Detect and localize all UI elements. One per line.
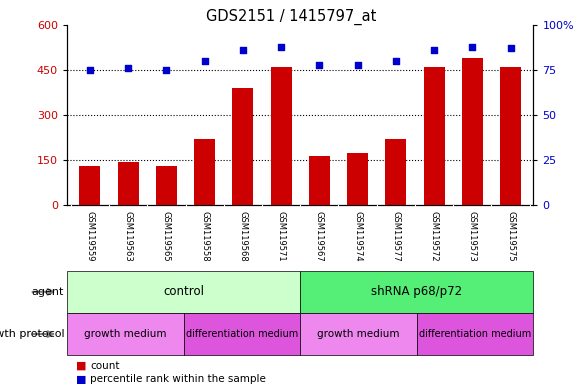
Text: ■: ■	[76, 361, 86, 371]
Text: GSM119573: GSM119573	[468, 211, 477, 262]
Text: differentiation medium: differentiation medium	[419, 329, 531, 339]
Text: GSM119567: GSM119567	[315, 211, 324, 262]
Bar	[500, 67, 521, 205]
Bar	[233, 88, 254, 205]
Point	[353, 61, 362, 68]
Text: growth protocol: growth protocol	[0, 329, 64, 339]
Bar	[156, 166, 177, 205]
Text: GSM119574: GSM119574	[353, 211, 362, 261]
Bar	[417, 313, 533, 355]
Text: growth medium: growth medium	[317, 329, 400, 339]
Bar	[184, 313, 300, 355]
Text: GSM119571: GSM119571	[276, 211, 286, 261]
Bar	[462, 58, 483, 205]
Bar	[385, 139, 406, 205]
Point	[161, 67, 171, 73]
Bar	[79, 166, 100, 205]
Point	[430, 47, 439, 53]
Bar	[271, 67, 292, 205]
Point	[506, 45, 515, 51]
Bar	[300, 313, 417, 355]
Bar	[300, 271, 533, 313]
Point	[315, 61, 324, 68]
Text: ■: ■	[76, 374, 86, 384]
Text: GSM119565: GSM119565	[162, 211, 171, 261]
Text: GSM119558: GSM119558	[200, 211, 209, 261]
Point	[468, 43, 477, 50]
Text: differentiation medium: differentiation medium	[186, 329, 298, 339]
Point	[276, 43, 286, 50]
Bar	[309, 156, 330, 205]
Point	[85, 67, 94, 73]
Point	[238, 47, 248, 53]
Point	[124, 65, 133, 71]
Text: GSM119568: GSM119568	[238, 211, 247, 262]
Text: GSM119559: GSM119559	[86, 211, 94, 261]
Point	[200, 58, 209, 64]
Text: percentile rank within the sample: percentile rank within the sample	[90, 374, 266, 384]
Bar	[67, 313, 184, 355]
Text: growth medium: growth medium	[84, 329, 167, 339]
Text: GSM119563: GSM119563	[124, 211, 133, 262]
Text: GSM119577: GSM119577	[391, 211, 401, 262]
Text: GDS2151 / 1415797_at: GDS2151 / 1415797_at	[206, 8, 377, 25]
Text: shRNA p68/p72: shRNA p68/p72	[371, 285, 462, 298]
Text: GSM119575: GSM119575	[506, 211, 515, 261]
Bar	[67, 271, 300, 313]
Bar	[423, 67, 445, 205]
Text: control: control	[163, 285, 204, 298]
Text: count: count	[90, 361, 120, 371]
Text: agent: agent	[31, 287, 64, 297]
Bar	[194, 139, 215, 205]
Bar	[347, 153, 368, 205]
Text: GSM119572: GSM119572	[430, 211, 438, 261]
Point	[391, 58, 401, 64]
Bar	[118, 162, 139, 205]
